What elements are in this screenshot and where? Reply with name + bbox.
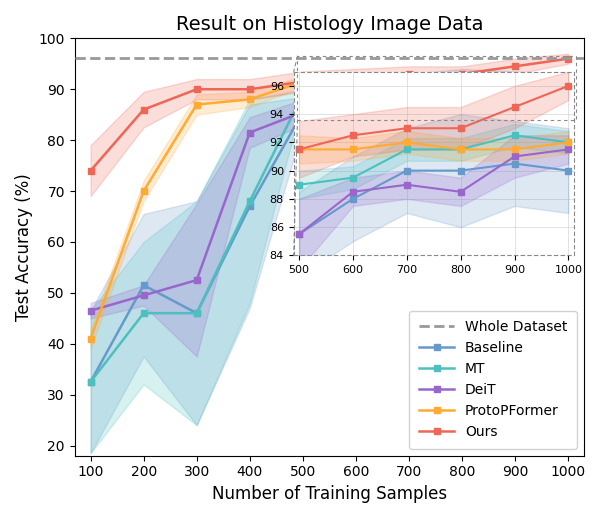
MT <box>140 310 147 316</box>
ProtoPFormer <box>458 79 465 85</box>
DeiT <box>405 91 412 97</box>
Ours <box>87 167 94 174</box>
Ours <box>565 55 572 62</box>
Ours <box>512 63 519 69</box>
Baseline <box>140 282 147 289</box>
Baseline <box>193 310 200 316</box>
X-axis label: Number of Training Samples: Number of Training Samples <box>212 485 447 503</box>
Y-axis label: Test Accuracy (%): Test Accuracy (%) <box>15 173 33 321</box>
ProtoPFormer <box>193 102 200 108</box>
DeiT <box>512 81 519 87</box>
ProtoPFormer <box>87 336 94 342</box>
DeiT <box>193 277 200 283</box>
Baseline <box>512 83 519 90</box>
ProtoPFormer <box>405 76 412 82</box>
DeiT <box>140 292 147 298</box>
ProtoPFormer <box>299 79 306 85</box>
ProtoPFormer <box>565 76 572 82</box>
Line: ProtoPFormer: ProtoPFormer <box>87 76 571 342</box>
Baseline <box>458 86 465 92</box>
Line: MT: MT <box>87 73 571 385</box>
ProtoPFormer <box>512 79 519 85</box>
Baseline <box>352 96 359 103</box>
DeiT <box>246 130 253 136</box>
Ours <box>299 79 306 85</box>
Ours <box>405 71 412 77</box>
ProtoPFormer <box>352 79 359 85</box>
Baseline <box>405 86 412 92</box>
Ours <box>352 74 359 80</box>
Baseline <box>565 86 572 92</box>
Baseline <box>299 109 306 115</box>
DeiT <box>299 109 306 115</box>
Baseline <box>87 379 94 385</box>
Legend: Whole Dataset, Baseline, MT, DeiT, ProtoPFormer, Ours: Whole Dataset, Baseline, MT, DeiT, Proto… <box>409 311 577 449</box>
MT <box>193 310 200 316</box>
Whole Dataset <box>34 54 41 61</box>
MT <box>87 379 94 385</box>
DeiT <box>565 79 572 85</box>
DeiT <box>87 308 94 314</box>
MT <box>299 91 306 97</box>
Ours <box>458 71 465 77</box>
MT <box>458 79 465 85</box>
Ours <box>193 86 200 92</box>
ProtoPFormer <box>246 96 253 103</box>
Ours <box>246 86 253 92</box>
Line: Baseline: Baseline <box>87 83 571 385</box>
MT <box>246 198 253 204</box>
MT <box>512 74 519 80</box>
ProtoPFormer <box>140 188 147 194</box>
DeiT <box>352 94 359 100</box>
Baseline <box>246 203 253 209</box>
MT <box>565 76 572 82</box>
MT <box>352 89 359 95</box>
Whole Dataset <box>34 54 42 61</box>
Title: Result on Histology Image Data: Result on Histology Image Data <box>176 15 483 34</box>
Ours <box>140 107 147 113</box>
Line: Ours: Ours <box>87 55 571 174</box>
MT <box>405 79 412 85</box>
DeiT <box>458 94 465 100</box>
Line: DeiT: DeiT <box>87 78 571 314</box>
